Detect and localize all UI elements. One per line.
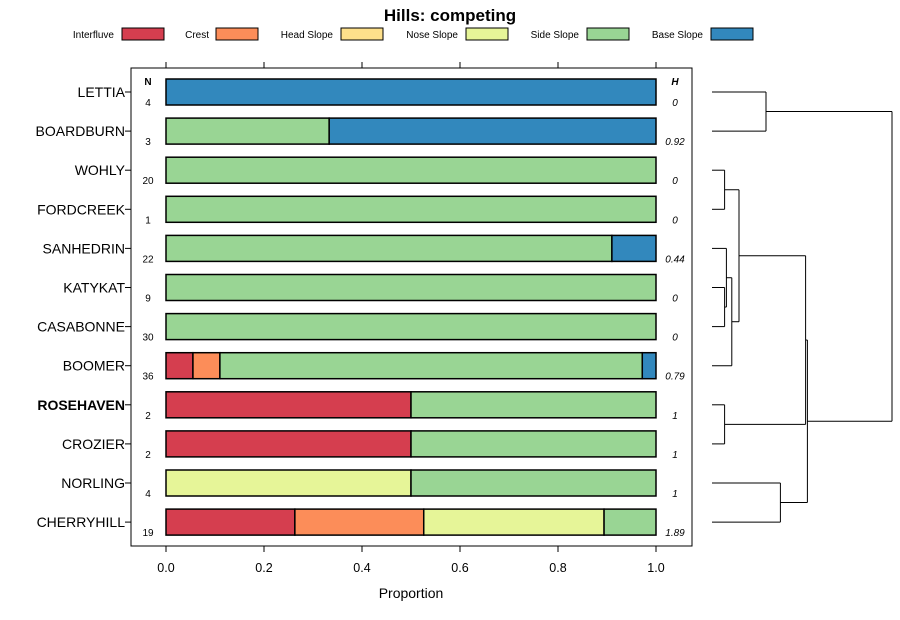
row-label: CROZIER	[62, 436, 125, 452]
bar-segment-interfluve	[165, 430, 412, 458]
bar-segment-side-slope	[165, 273, 657, 302]
bar-segment-side-slope	[603, 508, 657, 536]
row-h-value: 0	[672, 333, 678, 344]
legend-label-side-slope: Side Slope	[531, 30, 580, 41]
row-label: SANHEDRIN	[43, 240, 125, 256]
row-n-count: 4	[145, 98, 151, 109]
row-label: CHERRYHILL	[37, 514, 126, 530]
row-h-value: 1	[672, 411, 678, 422]
x-axis-label: Proportion	[379, 585, 444, 601]
row-n-count: 20	[142, 176, 154, 187]
row-n-count: 2	[145, 450, 151, 461]
bar-segment-side-slope	[165, 312, 657, 341]
bar-segment-interfluve	[165, 508, 296, 536]
row-h-value: 0.92	[665, 137, 685, 148]
row-n-count: 4	[145, 489, 151, 500]
bar-segment-side-slope	[410, 469, 657, 497]
row-h-value: 1.89	[665, 528, 685, 539]
row-h-value: 1	[672, 489, 678, 500]
row-n-count: 30	[142, 333, 154, 344]
x-tick-label: 0.8	[549, 561, 566, 575]
bar-segment-side-slope	[219, 351, 644, 380]
legend-swatch-crest	[215, 27, 259, 41]
bar-segment-base-slope	[328, 117, 657, 145]
bar-segment-base-slope	[641, 351, 657, 380]
legend-swatch-side-slope	[586, 27, 630, 41]
legend-swatch-nose-slope	[465, 27, 509, 41]
row-n-count: 3	[145, 137, 151, 148]
plot-frame	[130, 67, 693, 547]
row-label: LETTIA	[78, 84, 126, 100]
row-label: CASABONNE	[37, 319, 125, 335]
legend-swatch-head-slope	[340, 27, 384, 41]
row-n-count: 19	[142, 528, 154, 539]
x-tick-label: 0.6	[451, 561, 468, 575]
bar-segment-crest	[192, 351, 221, 380]
bar-segment-crest	[294, 508, 425, 536]
row-label: WOHLY	[75, 162, 126, 178]
bar-segment-nose-slope	[165, 469, 412, 497]
row-label: BOOMER	[63, 358, 125, 374]
x-tick-label: 0.4	[353, 561, 370, 575]
row-n-count: 2	[145, 411, 151, 422]
bar-segment-base-slope	[165, 78, 657, 106]
bar-segment-side-slope	[410, 391, 657, 419]
bar-segment-interfluve	[165, 391, 412, 419]
n-column-header: N	[144, 77, 151, 88]
row-h-value: 0.44	[665, 254, 685, 265]
x-tick-label: 0.0	[157, 561, 174, 575]
legend-label-crest: Crest	[185, 30, 209, 41]
bar-segment-side-slope	[165, 234, 613, 263]
legend-swatch-base-slope	[710, 27, 754, 41]
legend-label-interfluve: Interfluve	[73, 30, 115, 41]
row-n-count: 1	[145, 215, 151, 226]
x-tick-label: 1.0	[647, 561, 664, 575]
bar-segment-side-slope	[410, 430, 657, 458]
legend-label-base-slope: Base Slope	[652, 30, 704, 41]
row-h-value: 0.79	[665, 372, 685, 383]
row-h-value: 0	[672, 294, 678, 305]
bar-segment-side-slope	[165, 195, 657, 224]
row-n-count: 22	[142, 254, 154, 265]
row-n-count: 9	[145, 294, 151, 305]
bar-segment-side-slope	[165, 156, 657, 184]
row-label: KATYKAT	[63, 280, 125, 296]
row-h-value: 1	[672, 450, 678, 461]
row-h-value: 0	[672, 176, 678, 187]
bar-segment-base-slope	[611, 234, 657, 263]
legend-swatch-interfluve	[121, 27, 165, 41]
plot-panel: 0.0 0.2 0.4 0.6 0.8 1.0 N H	[125, 62, 693, 575]
row-n-count: 36	[142, 372, 154, 383]
bar-segment-side-slope	[165, 117, 330, 145]
legend-label-head-slope: Head Slope	[281, 30, 334, 41]
legend-label-nose-slope: Nose Slope	[406, 30, 458, 41]
chart-title: Hills: competing	[384, 6, 516, 25]
row-h-value: 0	[672, 98, 678, 109]
bar-segment-nose-slope	[422, 508, 605, 536]
row-label: NORLING	[61, 475, 125, 491]
x-tick-label: 0.2	[255, 561, 272, 575]
legend: Interfluve Crest Head Slope Nose Slope Side …	[73, 27, 754, 41]
row-label: FORDCREEK	[37, 201, 126, 217]
dendrogram	[712, 91, 893, 523]
row-label: BOARDBURN	[36, 123, 125, 139]
row-h-value: 0	[672, 215, 678, 226]
h-column-header: H	[671, 77, 679, 88]
row-label: ROSEHAVEN	[37, 397, 125, 413]
bar-segment-interfluve	[165, 351, 194, 380]
